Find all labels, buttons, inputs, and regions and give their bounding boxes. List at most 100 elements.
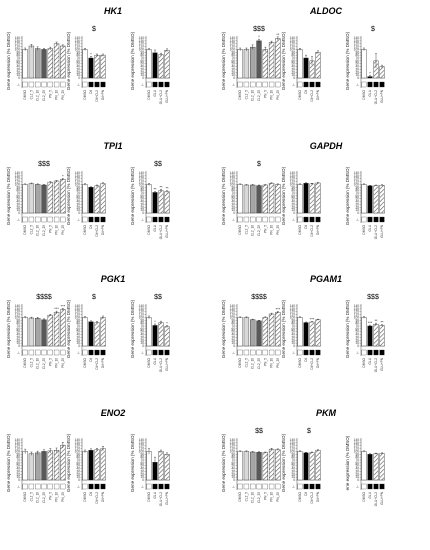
x-tick-label: CL2_5 xyxy=(244,90,248,100)
treatment-marker xyxy=(275,216,281,223)
bar xyxy=(367,325,373,347)
treatment-marker xyxy=(82,349,88,356)
panel-1: $$$ Gene expression (% DMSO) 0102030405060… xyxy=(6,161,66,236)
treatment-marker xyxy=(47,81,53,88)
treatment-marker xyxy=(268,81,275,88)
y-tick-label: 30 xyxy=(355,67,359,71)
treatment-marker xyxy=(100,216,106,223)
treatment-marker xyxy=(361,81,367,88)
treatment-marker xyxy=(256,216,262,223)
y-tick-label: 10 xyxy=(140,341,144,345)
y-axis-label: Gene expression (% DMSO) xyxy=(6,299,11,358)
y-tick-label: 110 xyxy=(139,45,144,49)
y-tick-label: 40 xyxy=(76,333,80,337)
y-tick-label: 140 xyxy=(139,304,145,308)
treatment-marker xyxy=(303,483,309,490)
y-tick-label: 20 xyxy=(140,338,144,342)
treatment-marker xyxy=(268,216,275,223)
panel-1: Gene expression (% DMSO) 0102030405060708… xyxy=(6,433,66,503)
significance-label: $$$$ xyxy=(36,294,52,301)
y-tick-label: 30 xyxy=(291,67,295,71)
y-tick-label: 60 xyxy=(76,194,80,198)
y-tick-label: 130 xyxy=(230,39,236,43)
significance-star: ** xyxy=(276,32,280,37)
y-tick-label: 80 xyxy=(140,321,144,325)
x-tick-label: CL2_10 xyxy=(36,492,40,503)
bar xyxy=(158,322,164,347)
treatment-marker xyxy=(250,81,256,88)
x-tick-label: CL2_25 xyxy=(42,358,46,369)
y-tick-label: 70 xyxy=(140,324,144,328)
y-tick-label: 70 xyxy=(140,191,144,195)
x-tick-label: PN_10 xyxy=(270,90,274,100)
bar xyxy=(303,57,309,79)
y-tick-label: 0 xyxy=(233,76,235,80)
y-tick-label: 50 xyxy=(16,197,20,201)
y-tick-label: 20 xyxy=(231,70,235,74)
y-tick-label: 100 xyxy=(354,449,360,453)
y-tick-label: 90 xyxy=(16,50,20,54)
y-tick-label: 10 xyxy=(76,341,80,345)
treatment-marker xyxy=(88,216,94,223)
y-tick-label: 0 xyxy=(18,344,20,348)
y-tick-label: 30 xyxy=(76,67,80,71)
x-tick-label: Dil xyxy=(89,492,93,496)
y-tick-label: 60 xyxy=(231,59,235,63)
y-tick-label: 80 xyxy=(140,188,144,192)
bar xyxy=(146,451,152,481)
x-tick-label: GLU+CL2 xyxy=(374,358,378,372)
x-tick-label: PN_25 xyxy=(276,225,280,235)
y-tick-label: 20 xyxy=(76,338,80,342)
significance-label: $$$ xyxy=(253,26,265,33)
treatment-marker xyxy=(60,349,66,356)
y-tick-label: 30 xyxy=(140,335,144,339)
y-axis-label: ene expression (% DMSO) xyxy=(345,435,350,490)
x-tick-label: Dil xyxy=(89,225,93,229)
x-tick-label: GLU+PN xyxy=(380,89,384,103)
y-tick-label: 40 xyxy=(231,65,235,69)
y-tick-label: 20 xyxy=(355,472,359,476)
x-tick-label: GLU xyxy=(368,89,372,96)
y-tick-label: 0 xyxy=(293,76,295,80)
x-tick-label: PN_10 xyxy=(55,358,59,368)
x-tick-label: PN_25 xyxy=(61,90,65,100)
y-tick-label: 10 xyxy=(355,341,359,345)
y-tick-label: 40 xyxy=(231,200,235,204)
treatment-marker xyxy=(41,483,47,490)
y-tick-label: 140 xyxy=(75,36,81,40)
bar xyxy=(35,452,41,481)
y-tick-label: 110 xyxy=(354,447,359,451)
x-tick-label: DMSO xyxy=(83,491,87,501)
treatment-marker xyxy=(53,483,60,490)
y-axis-label: Gene expression (% DMSO) xyxy=(6,31,11,90)
y-tick-label: 50 xyxy=(291,464,295,468)
bar xyxy=(94,322,100,347)
x-tick-label: GLU xyxy=(153,491,157,498)
y-tick-label: 10 xyxy=(76,208,80,212)
bar xyxy=(164,50,170,79)
y-tick-label: 120 xyxy=(290,310,296,314)
y-axis-label: Gene expression (% DMSO) xyxy=(221,299,226,358)
y-tick-label: 60 xyxy=(140,59,144,63)
treatment-marker xyxy=(379,349,385,356)
significance-star: ** xyxy=(165,186,169,191)
y-tick-label: 50 xyxy=(76,330,80,334)
y-tick-label: 20 xyxy=(16,338,20,342)
y-tick-label: 90 xyxy=(355,50,359,54)
y-tick-label: 90 xyxy=(76,452,80,456)
x-tick-label: PN_25 xyxy=(276,90,280,100)
x-tick-label: GLU+CL2 xyxy=(374,90,378,104)
treatment-marker xyxy=(268,349,275,356)
y-tick-label: 130 xyxy=(15,307,21,311)
y-tick-label: 100 xyxy=(15,47,21,51)
marker-row-label: -/- xyxy=(356,218,359,222)
y-tick-label: 0 xyxy=(78,76,80,80)
y-tick-label: 130 xyxy=(15,39,21,43)
y-tick-label: 50 xyxy=(355,197,359,201)
x-tick-label: GLU+CL2 xyxy=(159,90,163,104)
y-tick-label: 80 xyxy=(16,188,20,192)
x-tick-label: CL2_5 xyxy=(244,225,248,235)
y-tick-label: 0 xyxy=(142,76,144,80)
x-tick-label: PN_5 xyxy=(263,358,267,366)
marker-row-label: -/- xyxy=(17,83,20,87)
